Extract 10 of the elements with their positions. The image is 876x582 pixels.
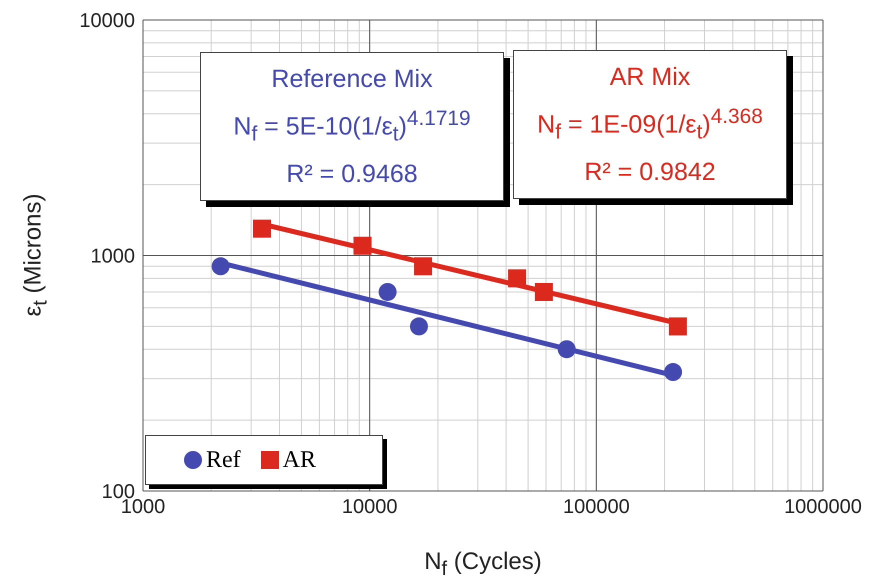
- x-axis-title: N$_{f}$ (Cycles): [423, 548, 543, 581]
- y-tick-label: 10000: [79, 10, 135, 32]
- x-tick-label: 1000000: [784, 496, 862, 518]
- text: AR Mix N$_{f}$ = 1E-09(1/ε$_{t}$)$^{4.368}$ R² = 0.9842: [537, 63, 763, 186]
- x-tick-label: 10000: [342, 496, 398, 518]
- legend-label: Ref: [205, 446, 241, 474]
- x-tick-label: 100000: [562, 496, 630, 518]
- legend-label: AR: [282, 446, 316, 474]
- text: Reference Mix N$_{f}$ = 5E-10(1/ε$_{t}$)$^{4.1719}$ R² = 0.9468: [233, 65, 471, 188]
- y-tick-label: 1000: [90, 246, 135, 268]
